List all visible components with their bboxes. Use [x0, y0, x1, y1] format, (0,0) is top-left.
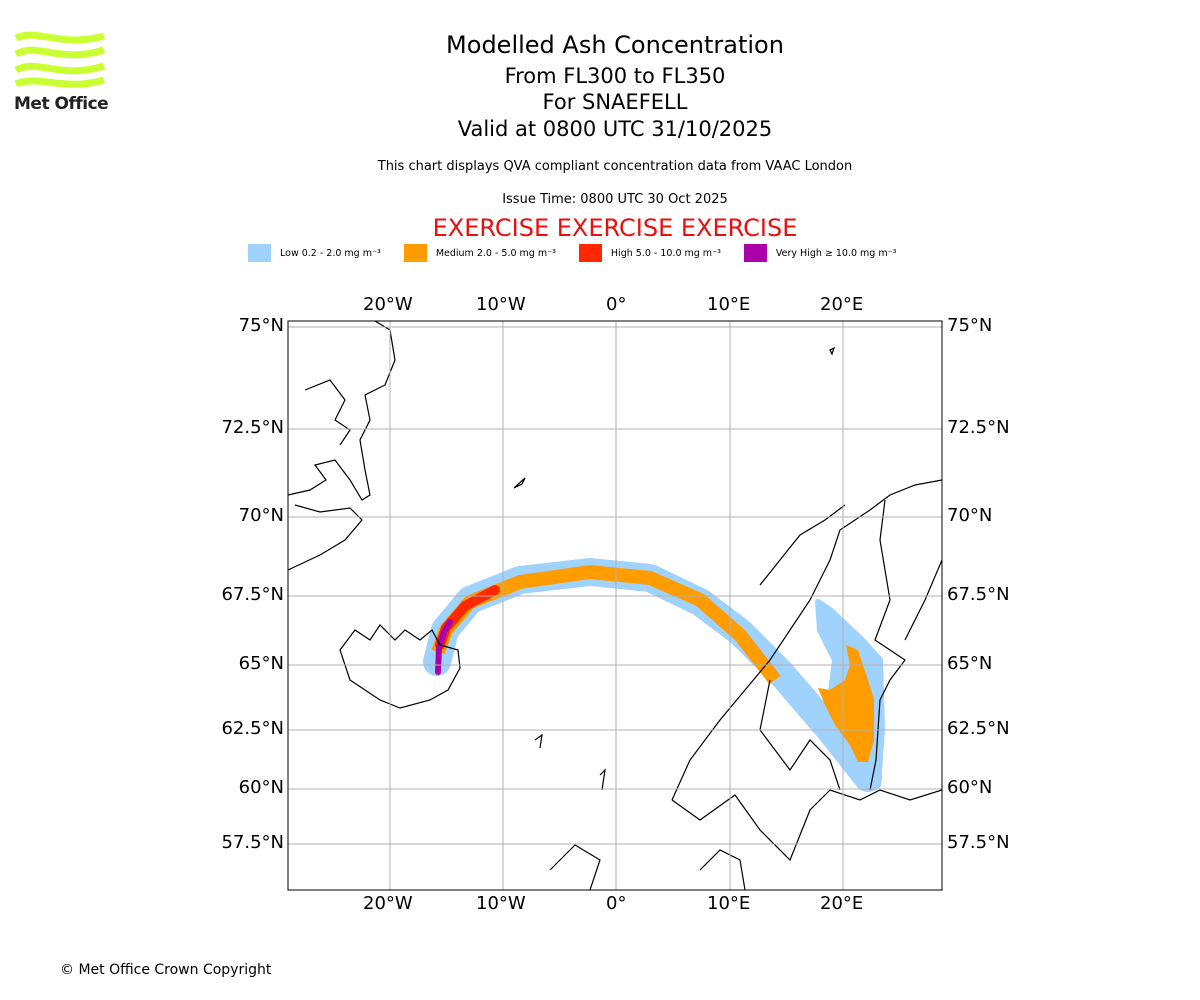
- coastlines: [288, 321, 942, 890]
- lon-tick: 20°E: [820, 294, 864, 315]
- ash-very-high: [435, 619, 453, 675]
- valid-time: Valid at 0800 UTC 31/10/2025: [457, 117, 773, 141]
- issue-time: Issue Time: 0800 UTC 30 Oct 2025: [502, 192, 728, 207]
- legend-swatch: [403, 244, 427, 262]
- copyright: © Met Office Crown Copyright: [60, 962, 272, 978]
- lat-tick: 60°N: [947, 777, 993, 798]
- legend-label: Low 0.2 - 2.0 mg m⁻³: [280, 247, 381, 259]
- lat-tick: 65°N: [238, 653, 284, 674]
- waves-icon: [14, 31, 106, 88]
- lon-tick: 10°W: [476, 294, 526, 315]
- logo-text: Met Office: [14, 94, 109, 114]
- lon-tick: 0°: [606, 893, 627, 914]
- legend-item-very-high: Very High ≥ 10.0 mg m⁻³: [743, 244, 897, 262]
- lat-tick: 62.5°N: [947, 718, 1010, 739]
- chart-title: Modelled Ash Concentration: [446, 31, 784, 59]
- lon-tick: 20°E: [820, 893, 864, 914]
- met-office-logo: Met Office: [14, 30, 109, 114]
- flight-levels: From FL300 to FL350: [504, 64, 726, 88]
- lat-tick: 67.5°N: [947, 584, 1010, 605]
- legend-item-medium: Medium 2.0 - 5.0 mg m⁻³: [403, 244, 556, 262]
- map-frame: [287, 320, 943, 891]
- lat-tick: 67.5°N: [221, 584, 284, 605]
- lon-tick: 20°W: [363, 893, 413, 914]
- lon-tick: 0°: [606, 294, 627, 315]
- legend-swatch: [248, 244, 271, 262]
- lat-tick: 72.5°N: [221, 417, 284, 438]
- lon-tick: 10°E: [707, 294, 751, 315]
- lon-tick: 20°W: [363, 294, 413, 315]
- legend-label: Medium 2.0 - 5.0 mg m⁻³: [435, 247, 556, 259]
- exercise-banner: EXERCISE EXERCISE EXERCISE: [432, 214, 798, 242]
- legend-swatch: [578, 244, 602, 262]
- legend-label: Very High ≥ 10.0 mg m⁻³: [775, 247, 897, 259]
- legend-swatch: [743, 244, 767, 262]
- volcano-name: For SNAEFELL: [542, 90, 688, 114]
- lat-tick: 75°N: [947, 315, 993, 336]
- lat-tick: 57.5°N: [947, 832, 1010, 853]
- lon-tick: 10°W: [476, 893, 526, 914]
- legend-label: High 5.0 - 10.0 mg m⁻³: [610, 247, 721, 259]
- lat-tick: 60°N: [238, 777, 284, 798]
- lat-tick: 72.5°N: [947, 417, 1010, 438]
- legend-item-high: High 5.0 - 10.0 mg m⁻³: [578, 244, 721, 262]
- legend-item-low: Low 0.2 - 2.0 mg m⁻³: [248, 244, 381, 262]
- lat-tick: 65°N: [947, 653, 993, 674]
- ash-low: [423, 558, 885, 792]
- legend: Low 0.2 - 2.0 mg m⁻³ Medium 2.0 - 5.0 mg…: [248, 244, 919, 262]
- gridlines: [288, 321, 942, 890]
- lat-tick: 70°N: [947, 505, 993, 526]
- lat-tick: 70°N: [238, 505, 284, 526]
- lat-tick: 57.5°N: [221, 832, 284, 853]
- description: This chart displays QVA compliant concen…: [377, 159, 853, 174]
- lat-tick: 62.5°N: [221, 718, 284, 739]
- lon-tick: 10°E: [707, 893, 751, 914]
- lat-tick: 75°N: [238, 315, 284, 336]
